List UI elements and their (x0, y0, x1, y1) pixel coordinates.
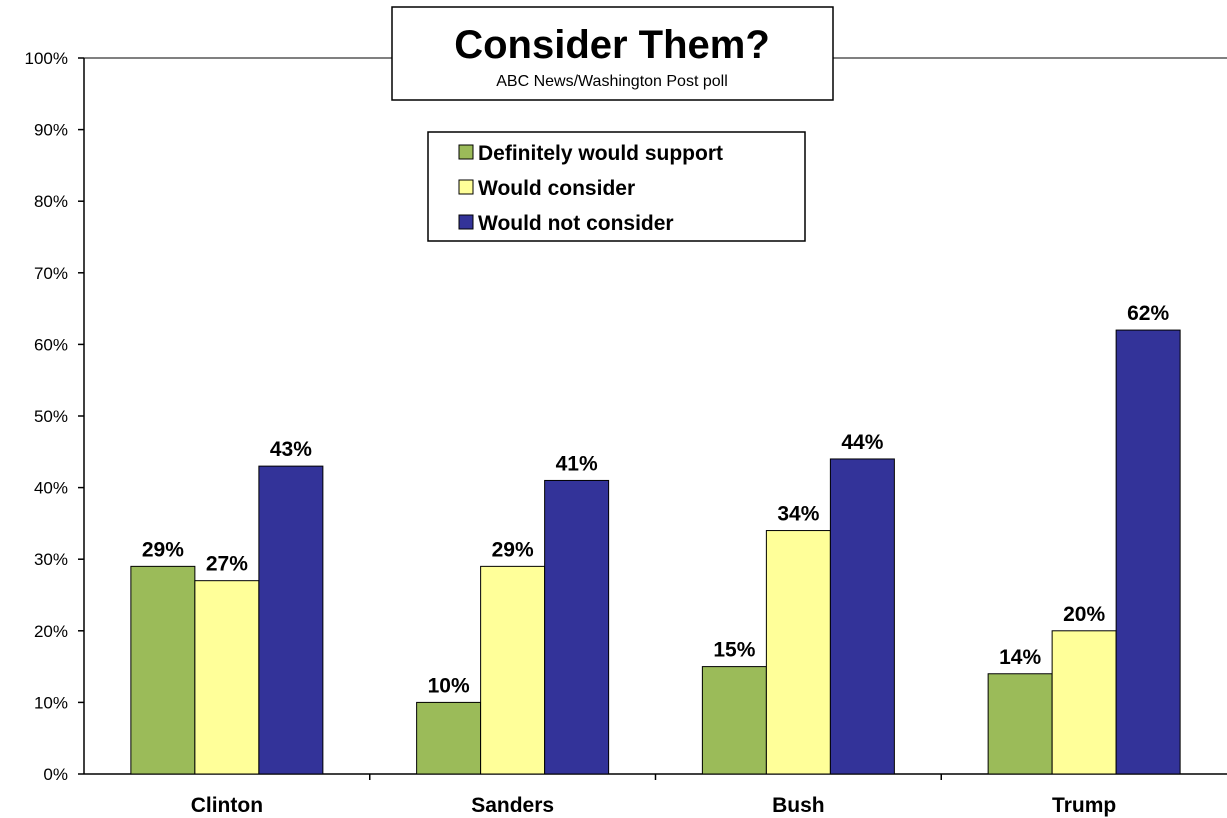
bar (194, 580, 260, 775)
bar (1115, 329, 1181, 775)
data-label: 43% (270, 438, 312, 461)
bar (987, 673, 1053, 775)
data-label: 34% (777, 503, 819, 526)
bars (130, 329, 1181, 775)
data-label: 27% (206, 553, 248, 576)
data-label: 29% (142, 538, 184, 561)
title-box: Consider Them? ABC News/Washington Post … (391, 6, 834, 101)
y-tick-label: 100% (25, 49, 68, 68)
y-tick-label: 0% (43, 765, 68, 784)
y-tick-label: 30% (34, 550, 68, 569)
y-tick-label: 90% (34, 121, 68, 140)
data-label: 10% (428, 674, 470, 697)
legend-label: Definitely would support (478, 142, 723, 165)
legend-swatch (458, 179, 474, 195)
data-label: 20% (1063, 603, 1105, 626)
bar (765, 530, 831, 775)
bar (701, 666, 767, 775)
bar (416, 701, 482, 775)
data-label: 15% (713, 639, 755, 662)
y-tick-label: 60% (34, 335, 68, 354)
bar (544, 479, 610, 775)
data-labels: 29% 27% 43% 10% 29% 41% 15% 34% 44% 14% 20% 62% (142, 302, 1170, 697)
chart-title: Consider Them? (454, 23, 770, 67)
y-tick-label: 80% (34, 192, 68, 211)
data-label: 41% (556, 452, 598, 475)
bar (829, 458, 895, 775)
legend-swatch (458, 214, 474, 230)
legend: Definitely would support Would consider Wo… (427, 131, 806, 242)
y-tick-label: 40% (34, 479, 68, 498)
y-tick-label: 20% (34, 622, 68, 641)
bar (480, 565, 546, 775)
data-label: 14% (999, 646, 1041, 669)
x-tick-label: Sanders (471, 794, 554, 817)
legend-label: Would consider (478, 177, 635, 200)
y-tick-label: 10% (34, 693, 68, 712)
data-label: 44% (841, 431, 883, 454)
data-label: 62% (1127, 302, 1169, 325)
data-label: 29% (492, 538, 534, 561)
y-tick-label: 50% (34, 407, 68, 426)
x-tick-label: Clinton (191, 794, 263, 817)
x-tick-label: Bush (772, 794, 825, 817)
legend-swatch (458, 144, 474, 160)
x-tick-label: Trump (1052, 794, 1116, 817)
bar (130, 565, 196, 775)
axes: 0% 10% 20% 30% 40% 50% 60% 70% 80% 90% 100% Clinton… (25, 49, 1227, 817)
y-tick-label: 70% (34, 264, 68, 283)
chart-subtitle: ABC News/Washington Post poll (496, 73, 728, 90)
bar (1051, 630, 1117, 775)
bar (258, 465, 324, 775)
legend-label: Would not consider (478, 212, 674, 235)
